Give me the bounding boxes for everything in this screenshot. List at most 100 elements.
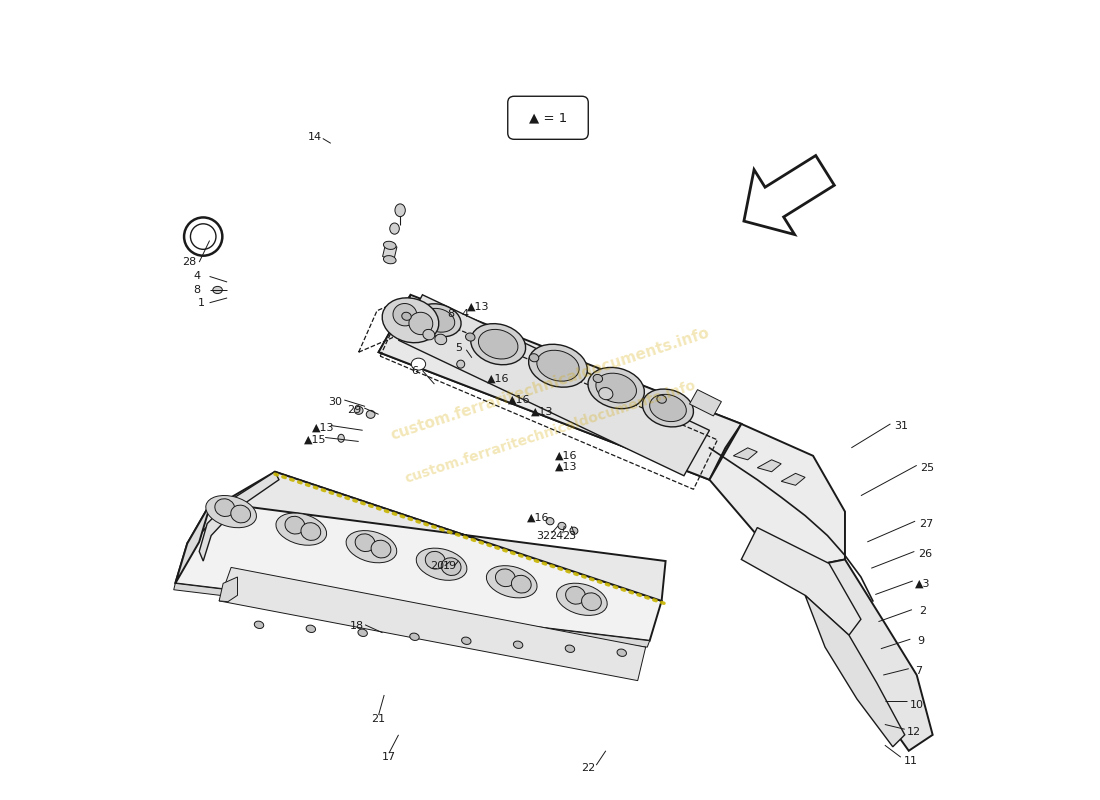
Text: 10: 10	[910, 699, 924, 710]
Text: 19: 19	[442, 561, 456, 571]
Text: ▲16: ▲16	[527, 513, 549, 523]
Text: 11: 11	[903, 756, 917, 766]
Text: ▲16: ▲16	[508, 395, 531, 405]
Text: 20: 20	[430, 561, 444, 571]
Ellipse shape	[426, 551, 446, 569]
Ellipse shape	[471, 324, 526, 365]
Ellipse shape	[565, 586, 585, 604]
Polygon shape	[187, 472, 666, 601]
Ellipse shape	[657, 395, 667, 403]
Ellipse shape	[588, 367, 645, 409]
Ellipse shape	[462, 637, 471, 645]
Ellipse shape	[582, 593, 602, 610]
Polygon shape	[174, 583, 650, 647]
Text: 14: 14	[308, 132, 322, 142]
Text: 2: 2	[918, 606, 926, 616]
Ellipse shape	[254, 621, 264, 629]
Text: ▲15: ▲15	[304, 435, 326, 445]
Ellipse shape	[416, 304, 461, 337]
Polygon shape	[175, 472, 661, 641]
Text: 29: 29	[348, 406, 362, 415]
Ellipse shape	[393, 303, 417, 326]
Polygon shape	[757, 460, 781, 472]
Ellipse shape	[301, 522, 321, 540]
Ellipse shape	[212, 286, 222, 294]
Text: 28: 28	[183, 257, 197, 267]
Ellipse shape	[306, 625, 316, 633]
Ellipse shape	[416, 548, 466, 580]
Ellipse shape	[384, 256, 396, 264]
Ellipse shape	[650, 394, 686, 422]
Ellipse shape	[478, 330, 518, 359]
Ellipse shape	[389, 223, 399, 234]
Polygon shape	[199, 472, 279, 561]
Ellipse shape	[434, 334, 447, 345]
Polygon shape	[175, 502, 211, 583]
Polygon shape	[219, 577, 238, 602]
Ellipse shape	[346, 530, 397, 562]
Text: 27: 27	[920, 518, 934, 529]
Polygon shape	[734, 448, 757, 460]
Text: ▲16: ▲16	[487, 374, 509, 383]
Text: 8: 8	[447, 309, 454, 319]
Ellipse shape	[214, 498, 234, 517]
Text: custom.ferraritechnicaldocuments.info: custom.ferraritechnicaldocuments.info	[403, 378, 697, 486]
Polygon shape	[398, 294, 710, 476]
Text: 26: 26	[917, 549, 932, 559]
Text: 24: 24	[549, 530, 563, 541]
Text: 6: 6	[411, 366, 418, 375]
Text: 9: 9	[917, 636, 924, 646]
Text: 1: 1	[198, 298, 205, 308]
Text: ▲13: ▲13	[311, 423, 334, 433]
Polygon shape	[378, 296, 741, 480]
Ellipse shape	[206, 495, 256, 528]
Ellipse shape	[231, 505, 251, 523]
Ellipse shape	[570, 527, 578, 534]
Polygon shape	[805, 559, 933, 750]
Ellipse shape	[486, 566, 537, 598]
Ellipse shape	[285, 516, 305, 534]
Ellipse shape	[411, 358, 426, 370]
Ellipse shape	[512, 575, 531, 593]
Polygon shape	[744, 155, 834, 234]
Ellipse shape	[529, 344, 587, 387]
Text: 4: 4	[194, 271, 200, 282]
Text: 17: 17	[382, 752, 396, 762]
Text: 22: 22	[581, 763, 595, 774]
Ellipse shape	[441, 558, 461, 575]
Text: 4: 4	[461, 309, 469, 319]
Ellipse shape	[395, 204, 405, 217]
Text: ▲13: ▲13	[531, 406, 553, 416]
Text: ▲13: ▲13	[554, 462, 578, 472]
Ellipse shape	[642, 389, 693, 427]
Ellipse shape	[558, 522, 565, 530]
Text: 32: 32	[537, 530, 551, 541]
Ellipse shape	[355, 534, 375, 551]
Text: 25: 25	[920, 462, 934, 473]
Ellipse shape	[276, 513, 327, 546]
Polygon shape	[710, 424, 845, 567]
Ellipse shape	[565, 645, 574, 653]
Text: ▲3: ▲3	[915, 578, 931, 588]
Ellipse shape	[546, 518, 554, 525]
Text: 7: 7	[915, 666, 923, 676]
Text: ▲13: ▲13	[468, 302, 490, 312]
Ellipse shape	[358, 629, 367, 637]
Polygon shape	[741, 527, 861, 635]
Ellipse shape	[514, 641, 522, 649]
Ellipse shape	[537, 350, 579, 381]
Ellipse shape	[596, 373, 637, 403]
Text: ▲16: ▲16	[554, 451, 578, 461]
Text: 23: 23	[562, 530, 576, 541]
Ellipse shape	[495, 569, 515, 586]
Polygon shape	[219, 567, 646, 681]
FancyBboxPatch shape	[508, 96, 588, 139]
Text: 12: 12	[908, 727, 922, 738]
Polygon shape	[781, 474, 805, 486]
Polygon shape	[378, 294, 741, 480]
Ellipse shape	[409, 312, 432, 334]
Text: custom.ferraritechnicaldocuments.info: custom.ferraritechnicaldocuments.info	[388, 326, 712, 443]
Text: 31: 31	[894, 422, 908, 431]
Polygon shape	[805, 595, 905, 746]
Ellipse shape	[557, 583, 607, 615]
